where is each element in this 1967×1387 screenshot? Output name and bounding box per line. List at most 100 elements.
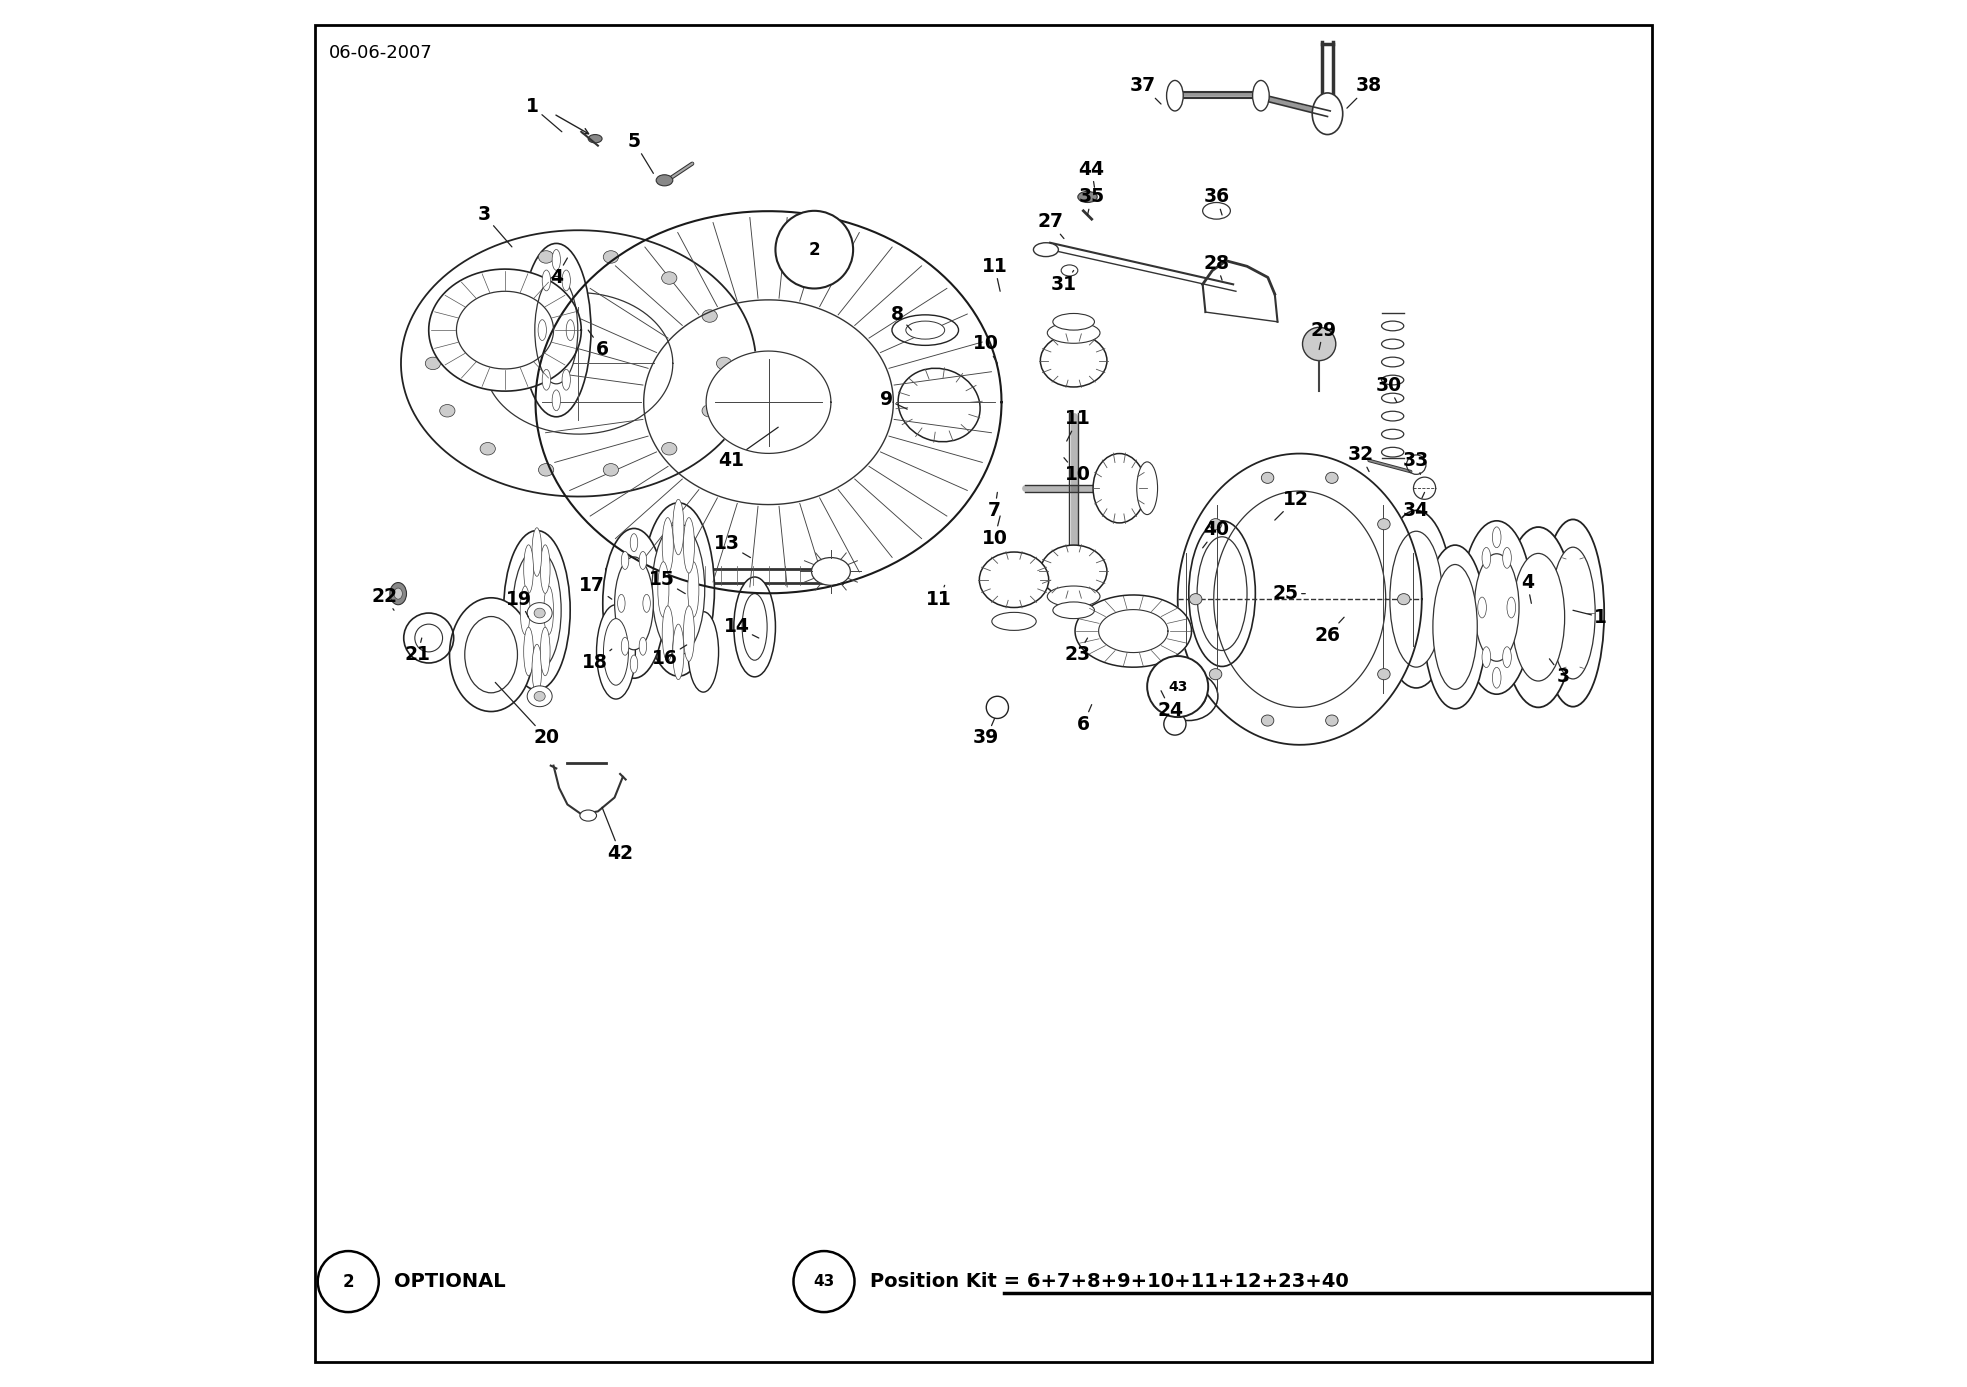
Ellipse shape <box>1190 594 1202 605</box>
Text: 4: 4 <box>551 258 566 287</box>
Circle shape <box>775 211 854 288</box>
Ellipse shape <box>1550 546 1595 680</box>
Text: 12: 12 <box>1275 490 1308 520</box>
Ellipse shape <box>604 619 627 685</box>
Ellipse shape <box>1493 527 1501 548</box>
Text: 16: 16 <box>651 645 686 669</box>
Ellipse shape <box>531 644 541 694</box>
Ellipse shape <box>1326 714 1338 725</box>
Text: 14: 14 <box>724 617 759 638</box>
Text: 2: 2 <box>808 241 820 258</box>
Ellipse shape <box>1381 510 1452 688</box>
Circle shape <box>1164 713 1186 735</box>
Ellipse shape <box>1172 682 1206 710</box>
Ellipse shape <box>702 405 718 417</box>
Text: 40: 40 <box>1202 520 1229 548</box>
Ellipse shape <box>1166 80 1184 111</box>
Text: 38: 38 <box>1347 76 1383 108</box>
Ellipse shape <box>480 272 496 284</box>
Ellipse shape <box>553 390 561 411</box>
Text: 26: 26 <box>1314 617 1343 645</box>
Ellipse shape <box>651 524 704 656</box>
Text: 28: 28 <box>1204 254 1229 280</box>
Ellipse shape <box>1033 243 1058 257</box>
Text: 43: 43 <box>1168 680 1188 694</box>
Ellipse shape <box>716 356 732 370</box>
Ellipse shape <box>1052 602 1094 619</box>
Ellipse shape <box>1041 545 1107 598</box>
Text: 22: 22 <box>372 587 397 610</box>
Ellipse shape <box>643 595 651 612</box>
Ellipse shape <box>683 606 694 662</box>
Ellipse shape <box>539 463 555 476</box>
Ellipse shape <box>661 442 677 455</box>
Polygon shape <box>1178 454 1422 745</box>
Ellipse shape <box>604 251 618 264</box>
Text: 43: 43 <box>814 1275 834 1289</box>
Ellipse shape <box>673 499 685 555</box>
Text: 35: 35 <box>1078 187 1105 215</box>
Ellipse shape <box>553 250 561 270</box>
Ellipse shape <box>1261 714 1275 725</box>
Ellipse shape <box>523 545 533 594</box>
Polygon shape <box>706 351 830 454</box>
Ellipse shape <box>1161 673 1218 721</box>
Ellipse shape <box>580 810 596 821</box>
Ellipse shape <box>535 692 545 702</box>
Text: 7: 7 <box>987 492 1001 520</box>
Text: 21: 21 <box>405 638 431 664</box>
Text: 9: 9 <box>879 390 907 409</box>
Ellipse shape <box>1513 553 1564 681</box>
Text: 30: 30 <box>1375 376 1402 402</box>
Text: 11: 11 <box>926 585 952 609</box>
Ellipse shape <box>1046 587 1100 608</box>
Ellipse shape <box>1481 548 1491 569</box>
Text: 6: 6 <box>588 330 608 359</box>
Ellipse shape <box>504 530 570 691</box>
Text: 6: 6 <box>1076 705 1092 734</box>
Ellipse shape <box>441 405 454 417</box>
Text: 27: 27 <box>1037 212 1064 239</box>
Ellipse shape <box>1481 646 1491 667</box>
Text: 23: 23 <box>1064 638 1092 664</box>
Text: 11: 11 <box>982 257 1007 291</box>
Ellipse shape <box>588 135 602 143</box>
Ellipse shape <box>563 270 570 291</box>
Ellipse shape <box>1461 522 1532 694</box>
Ellipse shape <box>1397 594 1410 605</box>
Ellipse shape <box>1253 80 1269 111</box>
Circle shape <box>415 624 443 652</box>
Ellipse shape <box>1432 565 1477 689</box>
Ellipse shape <box>663 606 673 662</box>
Ellipse shape <box>618 595 626 612</box>
Ellipse shape <box>543 270 551 291</box>
Ellipse shape <box>980 552 1048 608</box>
Ellipse shape <box>1326 473 1338 484</box>
Ellipse shape <box>1198 537 1247 651</box>
Ellipse shape <box>688 612 718 692</box>
Ellipse shape <box>734 577 775 677</box>
Ellipse shape <box>541 627 551 675</box>
Text: 18: 18 <box>582 649 612 673</box>
Ellipse shape <box>541 545 551 594</box>
Ellipse shape <box>673 624 685 680</box>
Ellipse shape <box>657 562 669 617</box>
Ellipse shape <box>539 251 555 264</box>
Text: 06-06-2007: 06-06-2007 <box>328 44 433 62</box>
Ellipse shape <box>480 442 496 455</box>
Ellipse shape <box>629 534 637 552</box>
Ellipse shape <box>535 608 545 619</box>
Ellipse shape <box>1137 462 1157 515</box>
Ellipse shape <box>1503 527 1574 707</box>
Ellipse shape <box>639 552 647 570</box>
Ellipse shape <box>602 528 665 678</box>
Text: 20: 20 <box>496 682 559 748</box>
Ellipse shape <box>663 517 673 573</box>
Ellipse shape <box>389 583 407 605</box>
Text: 2: 2 <box>342 1273 354 1290</box>
Ellipse shape <box>907 322 944 340</box>
Text: 42: 42 <box>602 807 633 863</box>
Ellipse shape <box>464 616 517 694</box>
Text: 37: 37 <box>1129 76 1161 104</box>
Ellipse shape <box>899 369 980 441</box>
